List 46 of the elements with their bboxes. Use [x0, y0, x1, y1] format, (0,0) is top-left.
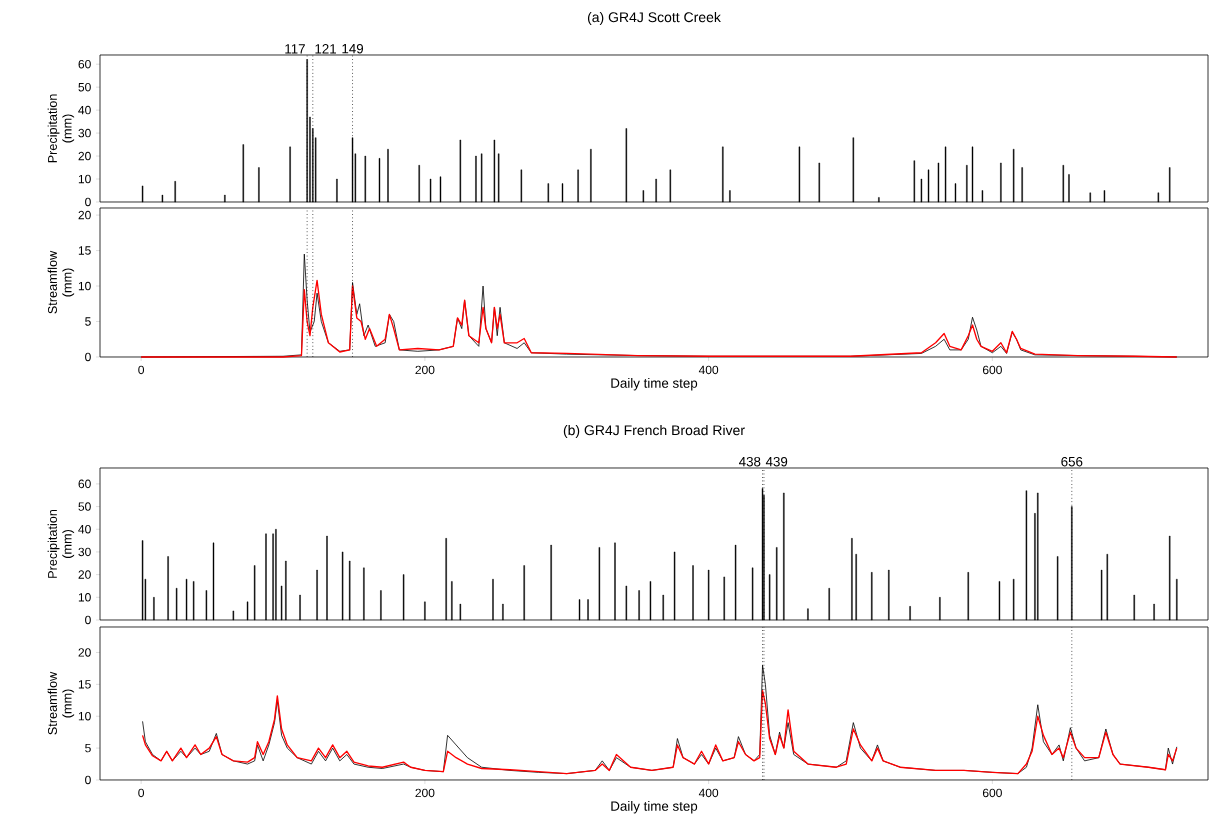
y-tick-label: 20	[78, 570, 91, 579]
y-tick-label: 0	[85, 352, 91, 362]
ref-line-label: 439	[765, 456, 788, 467]
y-tick-label: 10	[78, 281, 91, 291]
ref-line-label: 149	[342, 43, 364, 54]
x-axis-title: Daily time step	[611, 801, 698, 814]
y-tick-label: 15	[78, 680, 91, 689]
x-tick-label: 400	[698, 365, 719, 375]
x-axis-title: Daily time step	[611, 378, 698, 391]
y-axis-title: Streamflow (mm)	[47, 250, 75, 314]
y-tick-label: 30	[78, 128, 91, 138]
x-tick-label: 200	[415, 788, 435, 798]
chart-title: (a) GR4J Scott Creek	[587, 11, 721, 25]
y-tick-label: 40	[78, 524, 91, 534]
y-axis-title: Precipitation (mm)	[47, 94, 75, 163]
y-tick-label: 30	[78, 547, 91, 557]
y-tick-label: 10	[78, 174, 91, 184]
y-tick-label: 60	[78, 59, 91, 69]
y-tick-label: 0	[85, 615, 91, 625]
y-tick-label: 10	[78, 711, 91, 721]
x-tick-label: 600	[982, 365, 1002, 375]
y-tick-label: 0	[85, 197, 91, 207]
ref-line-label: 121	[315, 44, 337, 54]
y-tick-label: 20	[78, 151, 91, 161]
ref-line-label: 117	[285, 44, 305, 54]
ref-line-label: 438	[739, 456, 761, 467]
y-axis-title: Streamflow (mm)	[47, 671, 75, 735]
x-tick-label: 600	[982, 788, 1002, 798]
y-tick-label: 10	[78, 593, 91, 602]
ref-line-label: 656	[1061, 456, 1083, 467]
x-tick-label: 0	[138, 788, 145, 798]
y-tick-label: 50	[78, 502, 91, 511]
y-tick-label: 50	[78, 82, 91, 92]
y-tick-label: 0	[85, 775, 91, 785]
y-tick-label: 5	[85, 317, 91, 326]
x-tick-label: 200	[415, 365, 435, 375]
y-tick-label: 20	[78, 210, 91, 220]
y-tick-label: 60	[78, 479, 91, 489]
y-tick-label: 15	[78, 246, 91, 255]
x-tick-label: 0	[138, 365, 145, 375]
y-tick-label: 40	[78, 105, 91, 115]
y-tick-label: 5	[85, 743, 91, 753]
y-tick-label: 20	[78, 648, 91, 657]
y-axis-title: Precipitation (mm)	[47, 509, 75, 578]
chart-title: (b) GR4J French Broad River	[563, 424, 745, 438]
x-tick-label: 400	[698, 788, 719, 798]
